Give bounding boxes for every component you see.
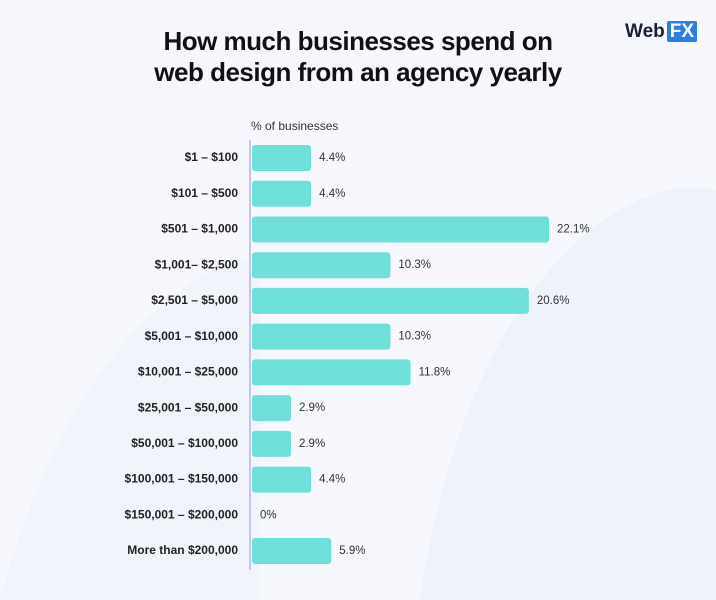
background-shape bbox=[420, 187, 716, 600]
logo-text: Web bbox=[625, 21, 665, 42]
y-tick-label: $5,001 – $10,000 bbox=[145, 329, 239, 343]
bar bbox=[252, 145, 312, 171]
value-label: 5.9% bbox=[339, 545, 365, 557]
logo-highlight: FX bbox=[666, 21, 698, 42]
bar bbox=[252, 466, 312, 493]
bar bbox=[252, 216, 549, 243]
value-label: 0% bbox=[260, 509, 277, 521]
value-label: 10.3% bbox=[398, 331, 431, 343]
y-tick-label: $2,501 – $5,000 bbox=[151, 293, 238, 307]
bar bbox=[252, 323, 391, 350]
value-label: 11.8% bbox=[419, 366, 451, 378]
value-label: 22.1% bbox=[557, 223, 590, 235]
y-tick-label: $150,001 – $200,000 bbox=[125, 507, 239, 521]
value-label: 2.9% bbox=[299, 438, 325, 450]
y-tick-label: $101 – $500 bbox=[171, 186, 238, 200]
y-tick-label: $100,001 – $150,000 bbox=[125, 472, 239, 486]
y-tick-label: $10,001 – $25,000 bbox=[138, 365, 238, 379]
y-tick-label: More than $200,000 bbox=[127, 543, 238, 557]
y-tick-label: $1 – $100 bbox=[185, 150, 239, 164]
y-tick-label: $50,001 – $100,000 bbox=[131, 436, 238, 450]
bar bbox=[252, 252, 391, 279]
axis-label: % of businesses bbox=[251, 119, 338, 133]
bar bbox=[252, 359, 411, 386]
value-label: 4.4% bbox=[319, 474, 345, 486]
y-tick-label: $1,001– $2,500 bbox=[155, 257, 239, 271]
bar bbox=[252, 430, 291, 457]
value-label: 10.3% bbox=[398, 259, 431, 271]
bar bbox=[252, 395, 291, 422]
logo: Web FX bbox=[625, 21, 698, 43]
bar bbox=[252, 287, 529, 314]
y-tick-label: $25,001 – $50,000 bbox=[138, 400, 238, 414]
value-label: 20.6% bbox=[537, 295, 570, 307]
value-label: 4.4% bbox=[319, 152, 345, 164]
chart-title: How much businesses spend on web design … bbox=[154, 26, 562, 87]
value-label: 2.9% bbox=[299, 402, 325, 414]
bar bbox=[252, 180, 312, 207]
background-shape bbox=[0, 258, 260, 600]
value-label: 4.4% bbox=[319, 188, 345, 200]
y-tick-label: $501 – $1,000 bbox=[161, 222, 238, 236]
bar bbox=[252, 538, 332, 565]
